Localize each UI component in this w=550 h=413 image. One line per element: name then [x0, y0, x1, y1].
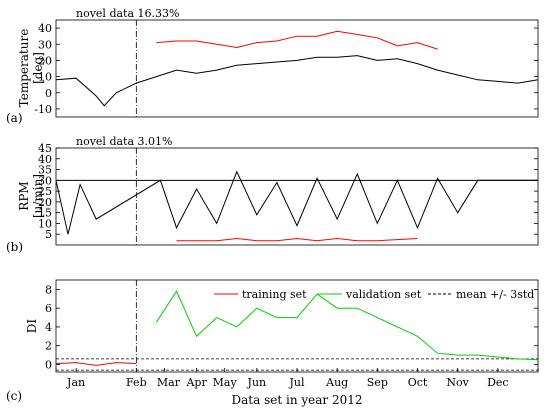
y-tick-label: 0 — [45, 358, 52, 371]
series-line-normal — [55, 55, 539, 107]
series-line-normal — [55, 170, 538, 235]
ylabel-line-1: Temperature — [17, 29, 31, 108]
y-tick-label: 20 — [38, 196, 52, 209]
y-tick-label: -10 — [34, 103, 52, 116]
reference-lines — [56, 358, 538, 371]
x-tick-label: Dec — [487, 376, 509, 389]
x-tick-label: Jan — [66, 376, 85, 389]
panel-label: (b) — [6, 240, 23, 254]
series-lines — [55, 170, 538, 242]
x-tick-label: Sep — [367, 376, 388, 389]
xlabel: Data set in year 2012 — [232, 393, 363, 407]
y-ticks: 0 2 4 6 8 — [45, 283, 538, 371]
y-ticks: -10 0 10 20 30 40 — [34, 22, 538, 116]
ylabel-line-1: RPM — [17, 181, 31, 210]
series-line-novel — [156, 30, 438, 50]
y-tick-label: 5 — [45, 228, 52, 241]
x-tick-label: Aug — [325, 376, 348, 389]
y-tick-label: 30 — [38, 38, 52, 51]
x-tick-label: Oct — [408, 376, 428, 389]
y-tick-label: 4 — [45, 321, 52, 334]
novel-annotation: novel data 16.33% — [76, 7, 179, 20]
panel-temperature: novel data 16.33% Temperature [deg] (a) … — [6, 7, 539, 125]
x-tick-label: Mar — [157, 376, 181, 389]
series-lines — [55, 290, 539, 366]
y-tick-label: 8 — [45, 283, 52, 296]
y-tick-label: 0 — [45, 87, 52, 100]
y-tick-label: 35 — [38, 164, 52, 177]
ylabel-line-2: [u/min] — [31, 174, 45, 218]
y-tick-label: 6 — [45, 302, 52, 315]
series-line-training — [55, 362, 137, 366]
panel-label: (c) — [6, 389, 22, 403]
legend: training set validation set mean +/- 3st… — [214, 288, 534, 301]
x-tick-label: May — [213, 376, 238, 389]
series-lines — [55, 30, 539, 107]
series-line-validation — [155, 290, 539, 361]
ylabel-line-2: [deg] — [31, 52, 45, 84]
x-tick-label: Apr — [185, 376, 207, 389]
x-ticks: Jan Feb Mar Apr May Jun Jul Aug Sep Oct Nov Dec — [66, 368, 539, 389]
x-tick-label: Jun — [247, 376, 267, 389]
y-tick-label: 2 — [45, 340, 52, 353]
panel-di: DI (c) Data set in year 2012 0 2 4 6 8 Jan Fe… — [6, 279, 539, 407]
y-tick-label: 40 — [38, 22, 52, 35]
x-tick-label: Nov — [446, 376, 469, 389]
y-tick-label: 20 — [38, 54, 52, 67]
y-tick-label: 25 — [38, 185, 52, 198]
legend-label-training: training set — [242, 288, 307, 301]
y-tick-label: 10 — [38, 71, 52, 84]
panel-rpm: novel data 3.01% RPM [u/min] (b) 5101520… — [6, 135, 539, 254]
x-tick-label: Feb — [126, 376, 147, 389]
y-tick-label: 40 — [38, 153, 52, 166]
novel-annotation: novel data 3.01% — [76, 135, 172, 148]
series-line-novel — [176, 237, 418, 242]
panel-frame — [55, 147, 539, 246]
y-tick-label: 45 — [38, 142, 52, 155]
legend-label-band: mean +/- 3std — [456, 288, 534, 301]
y-tick-label: 15 — [38, 207, 52, 220]
ylabel: DI — [25, 319, 39, 334]
y-tick-label: 10 — [38, 217, 52, 230]
y-tick-label: 30 — [38, 174, 52, 187]
legend-label-validation: validation set — [345, 288, 422, 301]
panel-label: (a) — [6, 111, 23, 125]
panel-frame — [55, 19, 539, 118]
x-tick-label: Jul — [288, 376, 304, 389]
